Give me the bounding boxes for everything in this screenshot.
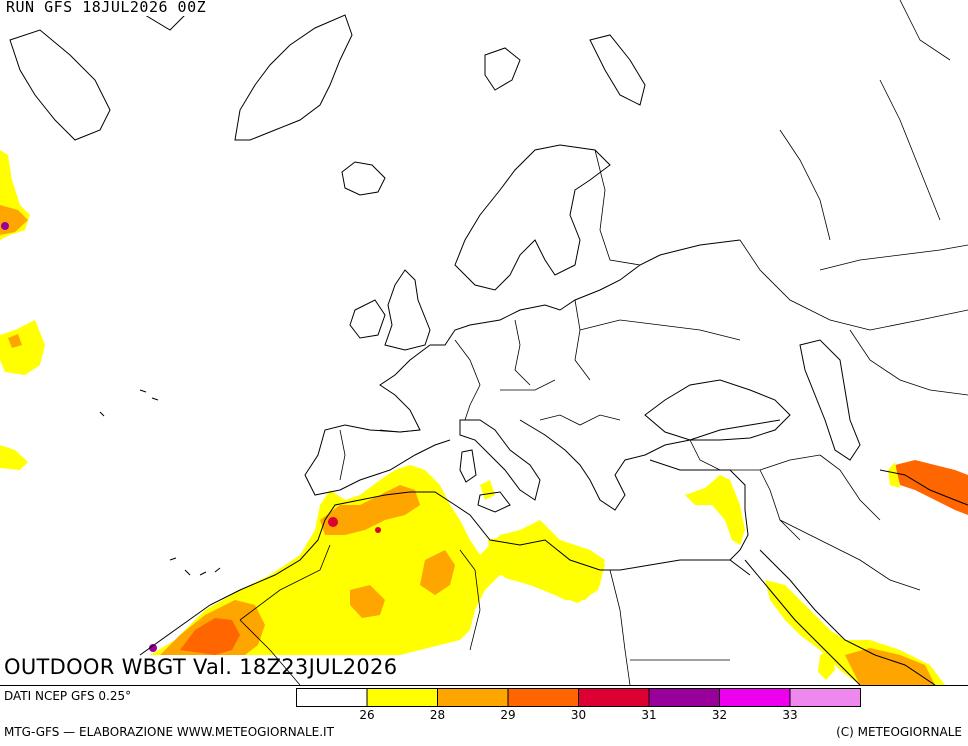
- border-ukraine: [579, 319, 741, 341]
- svalbard-coast: [484, 47, 521, 91]
- arabia-west-coast: [759, 549, 936, 685]
- source-label: DATI NCEP GFS 0.25°: [4, 689, 132, 703]
- greenland-coast: [234, 14, 353, 141]
- footer: DATI NCEP GFS 0.25° 26 28 29 30 31 32 33 MTG-G…: [0, 685, 968, 746]
- legend-tick-label: 26: [359, 708, 375, 722]
- legend-swatch: [507, 688, 579, 707]
- wbgt-shading: [0, 150, 968, 685]
- wbgt-zone-purple-atlantic: [1, 222, 9, 230]
- border-saudi: [779, 519, 921, 591]
- legend-tick-label: 32: [711, 708, 728, 722]
- wbgt-zone-yellow-north-africa: [150, 465, 605, 655]
- sardinia-coast: [459, 449, 477, 483]
- wbgt-zone-orange-atlantic-mid: [8, 334, 22, 348]
- map-area: [0, 0, 968, 685]
- run-label: RUN GFS 18JUL2026 00Z: [4, 0, 209, 16]
- map-title: OUTDOOR WBGT Val. 18Z23JUL2026: [4, 655, 398, 679]
- border-spain-portugal: [339, 429, 346, 481]
- border-morocco-algeria: [239, 544, 331, 621]
- wbgt-zone-orange-arabia: [845, 648, 935, 685]
- legend-tick-label: 33: [782, 708, 798, 722]
- border-iraq: [759, 469, 801, 541]
- border-mali: [239, 619, 301, 685]
- border-germany-poland: [514, 319, 531, 386]
- balkans-coast: [519, 419, 781, 511]
- border-russia-west: [594, 149, 641, 266]
- italy-coast: [459, 419, 541, 501]
- wbgt-zone-red-atlas-spot-2: [375, 527, 381, 533]
- wbgt-zone-orange-algeria: [420, 550, 455, 595]
- wbgt-zone-purple-morocco: [149, 644, 157, 652]
- canary-islands: [169, 557, 221, 576]
- wbgt-zone-yellow-egypt-gulf: [818, 650, 835, 680]
- wbgt-zone-red-morocco: [180, 618, 240, 655]
- border-egypt-libya: [609, 569, 631, 685]
- iceland-coast: [341, 161, 386, 196]
- legend-tick-label: 28: [429, 708, 446, 722]
- border-siberia-regions: [779, 0, 951, 241]
- border-iran: [819, 454, 881, 521]
- border-kazakh-east: [819, 244, 968, 271]
- wbgt-zone-orange-sahara: [350, 585, 385, 618]
- canada-archipelago-coast: [9, 29, 111, 141]
- border-turkey: [689, 439, 821, 471]
- legend-tick-label: 30: [570, 708, 587, 722]
- wbgt-zone-orange-atlas: [320, 485, 420, 535]
- border-france-germany: [454, 339, 481, 421]
- britain-coast: [384, 269, 431, 351]
- color-legend: 26 28 29 30 31 32 33: [296, 688, 862, 722]
- wbgt-zone-yellow-atlantic-south: [0, 445, 28, 470]
- caspian-coast: [799, 339, 861, 461]
- legend-swatch: [366, 688, 438, 707]
- wbgt-zone-red-atlas-spot: [328, 517, 338, 527]
- legend-swatch: [437, 688, 509, 707]
- ireland-coast: [349, 299, 386, 339]
- scandinavia-coast: [454, 144, 611, 291]
- border-balkans: [539, 414, 621, 426]
- credits-left: MTG-GFS — ELABORAZIONE WWW.METEOGIORNALE…: [4, 725, 334, 739]
- credits-right: (C) METEOGIORNALE: [836, 725, 962, 739]
- red-sea-coast: [744, 559, 861, 685]
- azores-islands: [99, 389, 159, 417]
- persian-gulf-coast: [879, 469, 968, 506]
- wbgt-zone-yellow-south-italy: [480, 480, 495, 500]
- border-russia-kazakh: [739, 239, 968, 331]
- legend-tick-label: 31: [641, 708, 657, 722]
- novaya-zemlya-coast: [589, 34, 646, 106]
- wbgt-zone-yellow-levant: [685, 475, 745, 545]
- wbgt-zone-yellow-libya: [488, 522, 605, 603]
- sicily-coast: [477, 491, 511, 513]
- border-austria: [500, 379, 556, 391]
- border-spain-france: [379, 429, 421, 433]
- border-algeria-libya: [459, 549, 481, 651]
- wbgt-zone-yellow-atlantic-mid: [0, 320, 45, 375]
- legend-swatch: [578, 688, 650, 707]
- levant-coast: [649, 459, 749, 561]
- north-africa-coast: [139, 491, 751, 656]
- legend-swatch: [719, 688, 791, 707]
- wbgt-zone-yellow-gulf: [888, 462, 900, 488]
- legend-swatch: [296, 688, 368, 707]
- legend-bar: [296, 688, 861, 707]
- europe-atlantic-coast: [430, 239, 741, 346]
- legend-tick-label: 29: [500, 708, 516, 722]
- border-central-asia: [849, 329, 968, 396]
- map-canvas: [0, 0, 968, 685]
- legend-swatch: [789, 688, 861, 707]
- national-borders: [239, 0, 968, 685]
- border-poland-east: [574, 299, 591, 381]
- legend-swatch: [648, 688, 720, 707]
- france-iberia-coast: [304, 344, 451, 496]
- wbgt-zone-orange-gulf: [895, 460, 968, 515]
